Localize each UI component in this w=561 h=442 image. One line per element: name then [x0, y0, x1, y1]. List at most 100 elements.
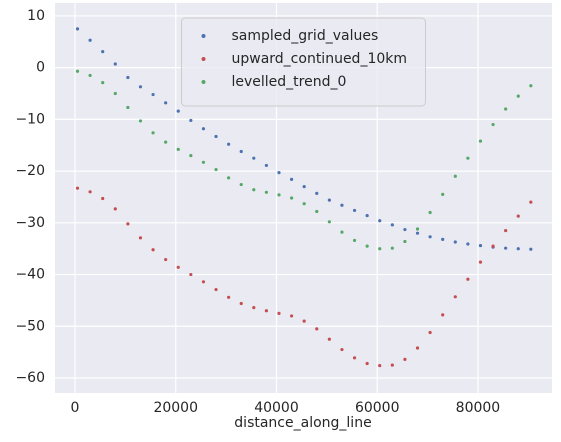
point — [504, 228, 508, 233]
point — [189, 153, 193, 158]
point — [176, 109, 180, 113]
point — [466, 277, 470, 281]
point — [365, 213, 369, 218]
point — [151, 92, 155, 97]
point — [428, 330, 432, 335]
point — [390, 223, 394, 227]
point — [113, 91, 117, 96]
legend-marker — [201, 34, 206, 38]
point — [151, 131, 155, 135]
point — [529, 200, 533, 204]
point — [214, 134, 218, 139]
point — [352, 208, 357, 213]
point — [289, 196, 294, 200]
marks — [75, 27, 533, 368]
point — [403, 239, 407, 244]
point — [264, 309, 269, 313]
point — [239, 301, 243, 306]
point — [289, 177, 294, 181]
point — [415, 346, 420, 350]
point — [529, 84, 533, 88]
point — [201, 280, 206, 284]
y-tick-label: −30 — [15, 215, 45, 231]
point — [315, 191, 319, 195]
x-tick-label: 80000 — [456, 400, 501, 416]
point — [327, 337, 331, 341]
point — [88, 73, 92, 78]
point — [340, 203, 344, 207]
point — [327, 220, 331, 224]
x-axis-label: distance_along_line — [234, 415, 371, 431]
point — [214, 167, 218, 172]
point — [302, 185, 306, 189]
point — [516, 94, 520, 98]
point — [75, 186, 80, 190]
point — [113, 207, 117, 211]
y-tick-label: −60 — [15, 370, 45, 386]
x-tick-label: 20000 — [153, 400, 198, 416]
point — [516, 214, 520, 218]
point — [315, 327, 319, 331]
point — [504, 246, 508, 250]
y-tick-label: 0 — [36, 60, 45, 76]
point — [403, 227, 407, 232]
point — [252, 156, 256, 160]
x-tick-label: 0 — [71, 400, 80, 416]
point — [227, 142, 231, 146]
point — [252, 188, 256, 192]
point — [126, 75, 130, 80]
point — [302, 319, 306, 323]
point — [201, 127, 206, 131]
point — [327, 198, 331, 202]
x-tick-label: 60000 — [355, 400, 400, 416]
point — [264, 163, 269, 168]
point — [126, 105, 130, 110]
point — [88, 190, 92, 194]
point — [75, 27, 80, 31]
point — [453, 295, 457, 299]
point — [227, 176, 231, 180]
point — [466, 156, 470, 160]
point — [227, 295, 231, 299]
legend-label: levelled_trend_0 — [232, 74, 347, 90]
point — [390, 363, 394, 367]
point — [101, 50, 105, 54]
point — [504, 107, 508, 111]
point — [415, 231, 420, 235]
point — [378, 219, 382, 223]
point — [277, 311, 281, 315]
point — [277, 193, 281, 197]
legend-marker — [201, 80, 206, 84]
point — [164, 140, 168, 144]
point — [176, 265, 180, 269]
legend-label: upward_continued_10km — [232, 51, 408, 67]
point — [101, 196, 105, 201]
point — [466, 242, 470, 246]
point — [365, 361, 369, 366]
point — [277, 171, 281, 175]
point — [529, 247, 533, 251]
y-tick-label: 10 — [27, 8, 45, 24]
point — [478, 243, 483, 248]
y-tick-label: −10 — [15, 111, 45, 127]
point — [441, 192, 445, 196]
point — [352, 356, 357, 360]
point — [189, 118, 193, 123]
point — [264, 190, 269, 194]
legend-marker — [201, 57, 206, 61]
point — [88, 38, 92, 42]
point — [453, 240, 457, 244]
point — [151, 248, 155, 252]
point — [101, 81, 105, 85]
point — [478, 260, 483, 264]
point — [415, 227, 420, 231]
y-tick-label: −50 — [15, 318, 45, 334]
point — [126, 222, 130, 226]
point — [302, 202, 306, 206]
point — [138, 119, 143, 123]
point — [176, 147, 180, 151]
point — [252, 306, 256, 310]
point — [428, 235, 432, 239]
